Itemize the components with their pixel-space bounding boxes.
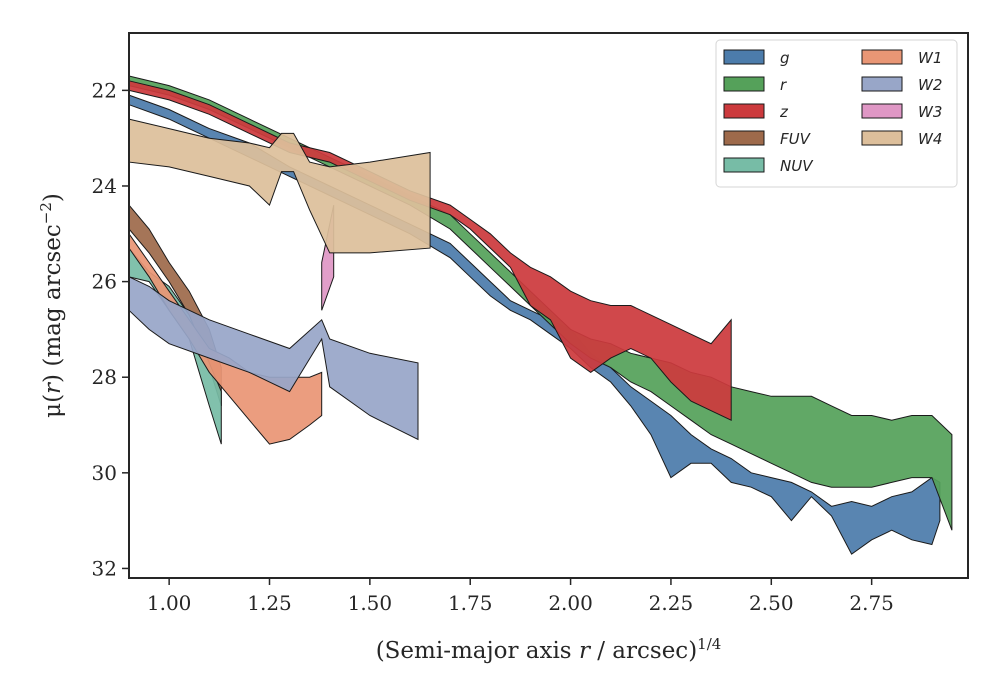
y-tick-label: 30: [92, 461, 117, 485]
x-tick-label: 1.00: [147, 591, 192, 615]
legend-label-z: z: [779, 103, 789, 121]
x-tick-label: 1.75: [448, 591, 493, 615]
y-tick-label: 32: [92, 556, 117, 580]
series-band-w2: [128, 276, 419, 441]
legend-swatch-fuv: [723, 130, 765, 146]
y-tick-label: 28: [92, 365, 117, 389]
series-band-w4: [128, 118, 431, 254]
y-tick-label: 26: [92, 270, 117, 294]
legend-swatch-g: [723, 49, 765, 65]
legend-label-nuv: NUV: [780, 157, 814, 175]
x-tick-label: 1.50: [348, 591, 393, 615]
series-band-g: [128, 94, 941, 555]
legend-label-r: r: [780, 76, 787, 94]
x-tick-label: 2.50: [749, 591, 794, 615]
legend-swatch-w1: [861, 49, 903, 65]
legend-swatch-w3: [861, 103, 903, 119]
x-tick-label: 2.75: [849, 591, 894, 615]
plot-frame: [128, 32, 969, 579]
x-axis-label: (Semi-major axis r / arcsec)1/4: [376, 635, 722, 664]
legend: grz FUV NUV W1 W2 W3 W4: [715, 39, 958, 188]
legend-label-w4: W4: [918, 130, 942, 148]
x-tick-label: 1.25: [247, 591, 292, 615]
legend-label-w1: W1: [918, 49, 942, 67]
y-tick-label: 22: [92, 78, 117, 102]
series-layer: [128, 75, 953, 555]
x-tick-label: 2.00: [548, 591, 593, 615]
y-axis-label: μ(r) (mag arcsec−2): [37, 193, 66, 418]
axis-layer: 1.00 1.25 1.50 1.75 2.00 2.25 2.50 2.75 22 24 26 28…: [92, 32, 969, 615]
legend-swatch-r: [723, 76, 765, 92]
legend-label-w3: W3: [918, 103, 942, 121]
legend-label-g: g: [780, 49, 790, 67]
y-tick-label: 24: [92, 174, 117, 198]
x-tick-label: 2.25: [649, 591, 694, 615]
legend-swatch-w2: [861, 76, 903, 92]
legend-label-w2: W2: [918, 76, 942, 94]
legend-swatch-nuv: [723, 157, 765, 173]
legend-label-fuv: FUV: [780, 130, 812, 148]
legend-swatch-z: [723, 103, 765, 119]
legend-swatch-w4: [861, 130, 903, 146]
series-band-nuv: [128, 246, 222, 445]
